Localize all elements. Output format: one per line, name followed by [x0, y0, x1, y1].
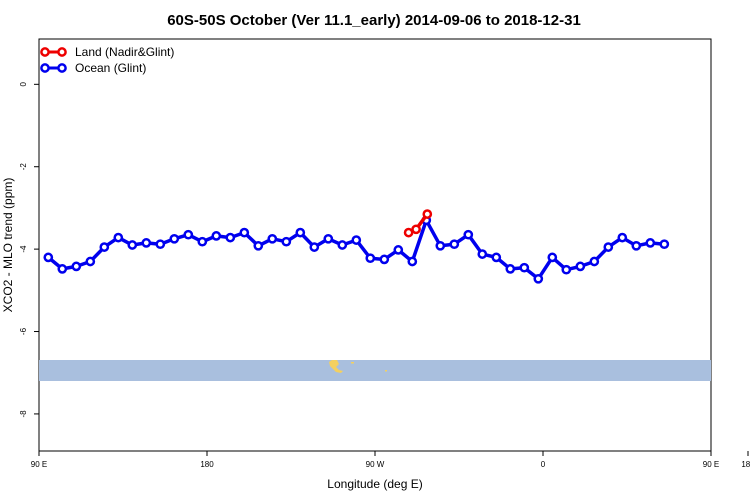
data-point-ocean: [393, 245, 404, 255]
x-tick-label: 180: [741, 460, 750, 469]
data-point-ocean: [85, 256, 96, 267]
y-tick-label: -6: [19, 327, 28, 335]
map-strip-land-speck: [385, 370, 387, 372]
chart-title: 60S-50S October (Ver 11.1_early) 2014-09…: [167, 12, 581, 29]
map-strip: [39, 360, 711, 381]
x-axis: 90 E 180 90 W 0 90 E 180: [31, 451, 750, 469]
data-point-ocean: [449, 239, 460, 250]
data-point-ocean: [225, 232, 236, 243]
data-point-ocean: [295, 227, 306, 238]
data-point-ocean: [309, 242, 320, 252]
data-point-ocean: [407, 256, 418, 267]
legend-marker-ocean: [40, 63, 50, 73]
data-point-ocean: [113, 232, 124, 243]
map-strip-land: [329, 360, 343, 373]
y-axis-label: XCO2 - MLO trend (ppm): [1, 178, 15, 313]
data-point-ocean: [43, 252, 54, 263]
legend-marker-land: [57, 47, 67, 57]
data-point-ocean: [435, 240, 446, 251]
data-point-ocean: [463, 229, 474, 240]
data-point-ocean: [323, 233, 334, 244]
data-point-ocean: [645, 238, 656, 248]
data-point-ocean: [281, 236, 292, 247]
data-point-ocean: [351, 235, 362, 245]
y-tick-label: -8: [19, 410, 28, 418]
data-point-ocean: [169, 233, 180, 244]
data-point-ocean: [519, 262, 530, 273]
legend: Land (Nadir&Glint) Ocean (Glint): [40, 45, 174, 75]
legend-item-ocean: Ocean (Glint): [40, 61, 146, 75]
data-point-ocean: [505, 264, 516, 274]
data-point-ocean: [491, 252, 502, 263]
data-point-ocean: [477, 249, 488, 259]
data-point-ocean: [659, 239, 670, 250]
data-point-land: [403, 227, 414, 238]
x-tick-label: 0: [541, 460, 546, 469]
y-axis: 0 -2 -4 -6 -8: [19, 82, 39, 418]
legend-label-land: Land (Nadir&Glint): [75, 45, 174, 59]
series-line-ocean: [47, 218, 665, 281]
legend-marker-ocean: [57, 63, 67, 73]
data-point-ocean: [71, 261, 82, 272]
data-point-ocean: [239, 227, 250, 238]
series-layer: [43, 209, 670, 284]
data-point-ocean: [197, 236, 208, 247]
data-point-ocean: [379, 254, 390, 265]
x-tick-label: 90 E: [703, 460, 719, 469]
data-point-ocean: [99, 242, 110, 252]
data-point-ocean: [631, 240, 642, 251]
data-point-ocean: [211, 231, 222, 241]
data-point-ocean: [561, 264, 572, 275]
map-strip-ocean: [39, 360, 711, 381]
data-point-ocean: [253, 240, 264, 251]
data-point-ocean: [183, 229, 194, 240]
y-tick-label: -4: [19, 245, 28, 253]
legend-marker-land: [40, 47, 50, 57]
data-point-ocean: [365, 253, 376, 264]
data-point-land: [422, 209, 433, 219]
data-point-ocean: [57, 264, 68, 274]
data-point-ocean: [547, 252, 558, 263]
data-point-ocean: [155, 239, 166, 250]
data-point-ocean: [127, 240, 138, 250]
x-axis-label: Longitude (deg E): [327, 477, 422, 491]
data-point-ocean: [603, 242, 614, 252]
x-tick-label: 180: [200, 460, 214, 469]
y-tick-label: 0: [19, 82, 28, 87]
data-point-ocean: [617, 232, 628, 243]
x-tick-label: 90 E: [31, 460, 47, 469]
x-tick-label: 90 W: [366, 460, 385, 469]
legend-item-land: Land (Nadir&Glint): [40, 45, 174, 59]
data-point-ocean: [575, 261, 586, 272]
data-point-land: [411, 224, 421, 235]
data-point-ocean: [533, 273, 544, 284]
data-point-ocean: [337, 240, 348, 250]
data-point-ocean: [589, 256, 600, 267]
legend-label-ocean: Ocean (Glint): [75, 61, 146, 75]
data-point-ocean: [141, 238, 152, 248]
data-point-ocean: [267, 233, 278, 244]
y-tick-label: -2: [19, 163, 28, 171]
map-strip-land-speck: [351, 362, 354, 364]
